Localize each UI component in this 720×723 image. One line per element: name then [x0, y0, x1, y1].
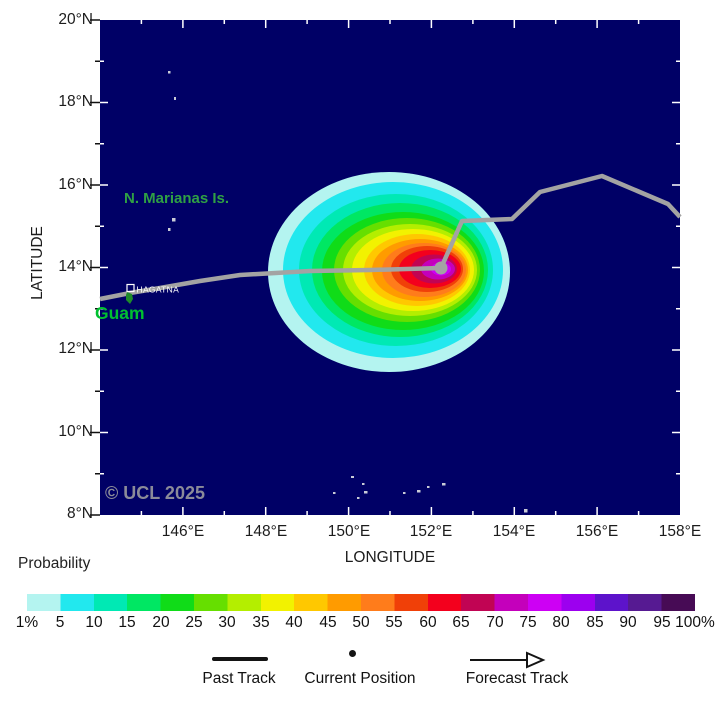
colorbar-tick-label: 15	[118, 614, 136, 631]
copyright-watermark: © UCL 2025	[105, 483, 205, 503]
lon-tick-label: 156°E	[575, 523, 619, 540]
colorbar-segment	[361, 594, 395, 611]
colorbar-segment	[194, 594, 228, 611]
colorbar-segment	[461, 594, 495, 611]
colorbar-segment	[60, 594, 94, 611]
past-track-legend-glyph	[212, 657, 268, 661]
colorbar-segment	[160, 594, 194, 611]
island-speck	[427, 486, 430, 488]
island-speck	[362, 483, 365, 485]
probability-colorbar	[27, 594, 695, 611]
colorbar-tick-label: 30	[218, 614, 236, 631]
colorbar-segment	[227, 594, 261, 611]
colorbar-segment	[327, 594, 361, 611]
colorbar-segment	[27, 594, 61, 611]
colorbar-tick-label: 50	[352, 614, 370, 631]
colorbar-title: Probability	[18, 555, 91, 572]
colorbar-segment	[528, 594, 562, 611]
colorbar-tick-label: 70	[486, 614, 504, 631]
colorbar-tick-label: 55	[385, 614, 403, 631]
legend-past-track-label: Past Track	[202, 670, 276, 687]
island-speck	[168, 71, 171, 74]
legend-current-position-label: Current Position	[304, 670, 416, 687]
colorbar-segment	[628, 594, 662, 611]
colorbar-tick-label: 65	[452, 614, 470, 631]
island-specks	[168, 71, 528, 513]
forecast-arrow-head	[526, 651, 546, 669]
island-speck	[357, 497, 360, 499]
forecast-track-legend-glyph	[470, 651, 546, 669]
x-axis-title: LONGITUDE	[344, 549, 436, 566]
colorbar-tick-label: 35	[252, 614, 270, 631]
colorbar-tick-label: 60	[419, 614, 437, 631]
colorbar-segment	[561, 594, 595, 611]
colorbar-tick-label: 20	[152, 614, 170, 631]
colorbar-segment	[661, 594, 695, 611]
colorbar-segment	[494, 594, 528, 611]
island-speck	[417, 490, 421, 493]
colorbar-segment	[93, 594, 128, 611]
colorbar-segment	[294, 594, 328, 611]
hagatna-label: HAGATNA	[137, 285, 180, 295]
colorbar-tick-label: 10	[85, 614, 103, 631]
lon-tick-label: 148°E	[244, 523, 288, 540]
lon-tick-label: 154°E	[492, 523, 536, 540]
colorbar-tick-label: 1%	[15, 614, 39, 631]
colorbar-segment	[260, 594, 295, 611]
n-marianas-label: N. Marianas Is.	[124, 190, 229, 207]
legend-forecast-track-label: Forecast Track	[465, 670, 569, 687]
colorbar-segment	[594, 594, 629, 611]
hagatna-city-marker	[126, 283, 135, 293]
island-speck	[364, 491, 368, 494]
y-axis-outer-ticks	[90, 19, 100, 516]
colorbar-tick-label: 40	[285, 614, 303, 631]
lat-tick-label: 16°N	[58, 176, 93, 193]
guam-island-shape	[126, 292, 133, 304]
island-speck	[524, 509, 528, 513]
colorbar-tick-label: 95	[653, 614, 671, 631]
island-speck	[168, 228, 171, 231]
forecast-track-line	[438, 173, 682, 269]
lat-tick-label: 18°N	[58, 93, 93, 110]
current-position-legend-glyph	[349, 650, 356, 657]
colorbar-tick-label: 90	[619, 614, 637, 631]
current-position-marker	[434, 261, 448, 275]
colorbar-tick-label: 85	[586, 614, 604, 631]
colorbar-tick-label: 75	[519, 614, 537, 631]
island-speck	[403, 492, 406, 494]
colorbar-tick-label: 5	[55, 614, 65, 631]
probability-map: HAGATNA N. Marianas Is. Guam © UCL 2025	[90, 19, 682, 516]
lon-tick-label: 152°E	[409, 523, 453, 540]
guam-label: Guam	[95, 303, 145, 323]
colorbar-segment	[427, 594, 462, 611]
colorbar-segment	[394, 594, 428, 611]
map-inner-ticks	[100, 20, 680, 515]
island-speck	[351, 476, 354, 478]
island-speck	[174, 97, 176, 100]
lat-tick-label: 10°N	[58, 423, 93, 440]
island-speck	[442, 483, 446, 486]
probability-contours	[268, 172, 510, 372]
lat-tick-label: 20°N	[58, 11, 93, 28]
lon-tick-label: 150°E	[327, 523, 371, 540]
colorbar-tick-label: 80	[552, 614, 570, 631]
lat-tick-label: 14°N	[58, 258, 93, 275]
lat-tick-label: 8°N	[66, 505, 93, 522]
island-speck	[333, 492, 336, 494]
colorbar-tick-label: 45	[319, 614, 337, 631]
lat-tick-label: 12°N	[58, 340, 93, 357]
lon-tick-label: 158°E	[658, 523, 702, 540]
colorbar-segment	[127, 594, 161, 611]
island-speck	[172, 218, 176, 222]
colorbar-tick-label: 25	[185, 614, 203, 631]
lon-tick-label: 146°E	[161, 523, 205, 540]
colorbar-tick-label: 100%	[675, 614, 715, 631]
past-track-line	[99, 265, 442, 302]
